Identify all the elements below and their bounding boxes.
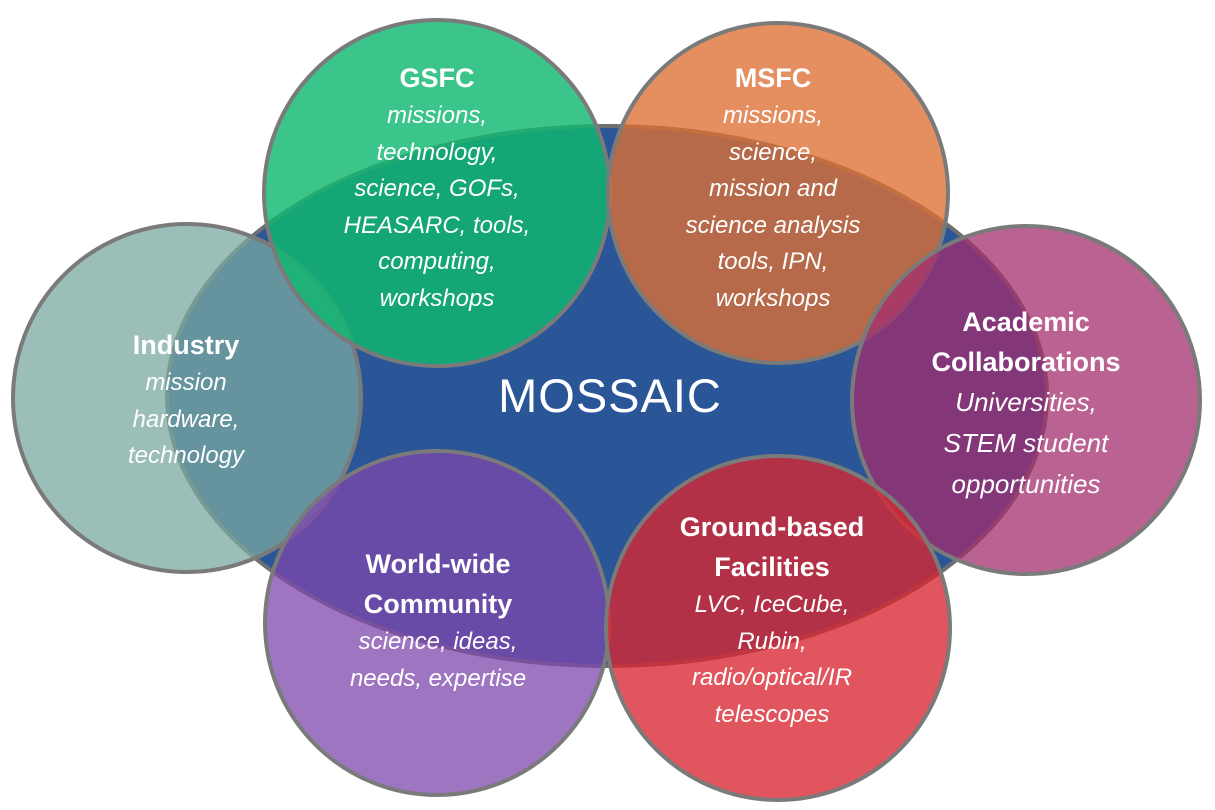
msfc-line: science, [728, 138, 818, 166]
industry-line: mission [145, 369, 227, 396]
academic-title: Collaborations [931, 347, 1121, 377]
academic-line: STEM student [943, 428, 1109, 458]
industry-line: technology [127, 442, 245, 469]
msfc-label: MSFC missions, science, mission and scie… [643, 58, 903, 317]
ground-title: Ground-based [679, 512, 865, 542]
circle-msfc [606, 21, 950, 365]
gsfc-line: workshops [379, 284, 495, 312]
circle-ground [604, 454, 952, 802]
academic-label: Academic Collaborations Universities, ST… [906, 302, 1146, 505]
academic-line: Universities, [955, 387, 1097, 417]
gsfc-line: HEASARC, tools, [343, 211, 531, 239]
msfc-line: mission and [708, 175, 838, 202]
industry-line: hardware, [132, 405, 240, 433]
circle-industry [11, 222, 363, 574]
circle-academic [850, 224, 1202, 576]
msfc-line: workshops [715, 284, 831, 312]
msfc-line: tools, IPN, [717, 248, 829, 275]
academic-title: Academic [962, 307, 1090, 337]
gsfc-title: GSFC [399, 63, 475, 93]
ground-title: Facilities [714, 552, 830, 582]
academic-line: opportunities [951, 469, 1101, 499]
gsfc-line: computing, [378, 248, 496, 275]
gsfc-line: science, GOFs, [354, 175, 520, 202]
msfc-line: science analysis [685, 211, 861, 239]
world-line: needs, expertise [349, 664, 527, 692]
center-title: MOSSAIC [498, 369, 722, 422]
world-line: science, ideas, [358, 628, 518, 655]
world-title: World-wide [365, 549, 511, 579]
msfc-title: MSFC [734, 63, 812, 93]
gsfc-line: technology, [376, 138, 498, 166]
industry-title: Industry [132, 330, 240, 360]
industry-label: Industry mission hardware, technology [86, 325, 286, 475]
world-label: World-wide Community science, ideas, nee… [318, 544, 558, 697]
ground-label: Ground-based Facilities LVC, IceCube, Ru… [652, 507, 892, 733]
ground-line: radio/optical/IR [691, 664, 853, 691]
world-title: Community [363, 589, 513, 619]
gsfc-label: GSFC missions, technology, science, GOFs… [317, 58, 557, 317]
gsfc-line: missions, [386, 102, 488, 129]
ground-line: telescopes [714, 700, 830, 728]
ground-line: Rubin, [737, 627, 807, 655]
ground-line: LVC, IceCube, [694, 591, 850, 618]
msfc-line: missions, [722, 102, 824, 129]
